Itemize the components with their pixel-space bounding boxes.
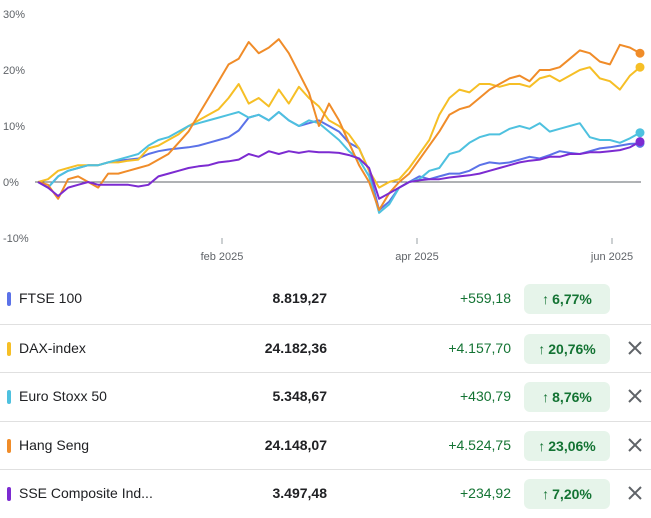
arrow-up-icon: ↑	[538, 437, 546, 454]
series-color-swatch	[7, 438, 11, 453]
y-tick-label: 20%	[3, 65, 25, 77]
x-axis: feb 2025 apr 2025 jun 2025	[201, 238, 633, 263]
arrow-up-icon: ↑	[542, 389, 550, 405]
series-color-swatch	[7, 292, 11, 306]
index-name: DAX-index	[19, 339, 86, 356]
index-price: 5.348,67	[272, 388, 328, 404]
series-line-dax-index	[37, 66, 641, 189]
series-lines	[37, 38, 645, 214]
series-end-point	[635, 62, 645, 72]
index-name: SSE Composite Ind...	[19, 485, 153, 501]
percent-value: 7,20%	[552, 486, 592, 502]
percent-change-badge: ↑ 23,06%	[524, 430, 610, 461]
index-price: 24.182,36	[264, 339, 327, 356]
close-icon	[628, 437, 642, 452]
remove-icon[interactable]	[623, 481, 647, 505]
series-end-point	[635, 128, 645, 138]
remove-icon[interactable]	[623, 384, 647, 408]
index-price: 8.819,27	[272, 290, 328, 306]
x-tick-label: apr 2025	[395, 251, 438, 263]
remove-icon[interactable]	[623, 433, 647, 457]
index-name: FTSE 100	[19, 290, 83, 306]
percent-change-badge: ↑ 20,76%	[524, 333, 610, 364]
index-change: +4.524,75	[448, 436, 511, 453]
index-change: +430,79	[460, 388, 511, 404]
series-end-point	[635, 137, 645, 147]
x-tick-label: feb 2025	[201, 251, 244, 263]
index-name: Euro Stoxx 50	[19, 388, 107, 404]
series-color-swatch	[7, 390, 11, 404]
index-price: 3.497,48	[272, 485, 328, 501]
series-color-swatch	[7, 341, 11, 356]
index-price: 24.148,07	[264, 436, 327, 453]
y-tick-label: 0%	[3, 177, 19, 189]
index-change: +234,92	[460, 485, 511, 501]
percent-change-badge: ↑ 8,76%	[524, 382, 610, 412]
close-icon	[628, 389, 642, 403]
percent-value: 8,76%	[552, 389, 592, 405]
x-tick-label: jun 2025	[590, 251, 633, 263]
close-icon	[628, 340, 642, 355]
arrow-up-icon: ↑	[542, 486, 550, 502]
y-tick-label: 30%	[3, 9, 25, 21]
index-row-sse-composite[interactable]: SSE Composite Ind... 3.497,48 +234,92 ↑ …	[0, 469, 651, 518]
percent-change-badge: ↑ 6,77%	[524, 284, 610, 314]
index-row-euro-stoxx-50[interactable]: Euro Stoxx 50 5.348,67 +430,79 ↑ 8,76%	[0, 372, 651, 421]
percent-change-badge: ↑ 7,20%	[524, 479, 610, 509]
percent-value: 23,06%	[548, 437, 596, 454]
index-row-hang-seng[interactable]: Hang Seng 24.148,07 +4.524,75 ↑ 23,06%	[0, 420, 651, 470]
series-line-euro-stoxx-50	[37, 111, 641, 214]
arrow-up-icon: ↑	[538, 340, 546, 357]
performance-chart: 30% 20% 10% 0% -10% feb 2025 apr 2025 jun 2025	[3, 9, 645, 263]
arrow-up-icon: ↑	[542, 291, 550, 307]
index-list: FTSE 100 8.819,27 +559,18 ↑ 6,77% DAX-in…	[0, 275, 651, 518]
series-line-sse-composite-ind	[37, 140, 641, 200]
y-tick-label: 10%	[3, 121, 25, 133]
y-axis: 30% 20% 10% 0% -10%	[3, 9, 29, 245]
remove-icon[interactable]	[623, 336, 647, 360]
series-color-swatch	[7, 487, 11, 501]
index-row-dax[interactable]: DAX-index 24.182,36 +4.157,70 ↑ 20,76%	[0, 323, 651, 373]
close-icon	[628, 486, 642, 500]
index-change: +4.157,70	[448, 339, 511, 356]
series-end-point	[635, 48, 645, 58]
index-name: Hang Seng	[19, 436, 90, 453]
percent-value: 6,77%	[552, 291, 592, 307]
index-change: +559,18	[460, 290, 511, 306]
index-row-ftse-100[interactable]: FTSE 100 8.819,27 +559,18 ↑ 6,77%	[0, 275, 651, 324]
series-line-hang-seng	[37, 38, 641, 211]
y-tick-label: -10%	[3, 233, 29, 245]
percent-value: 20,76%	[548, 340, 596, 357]
